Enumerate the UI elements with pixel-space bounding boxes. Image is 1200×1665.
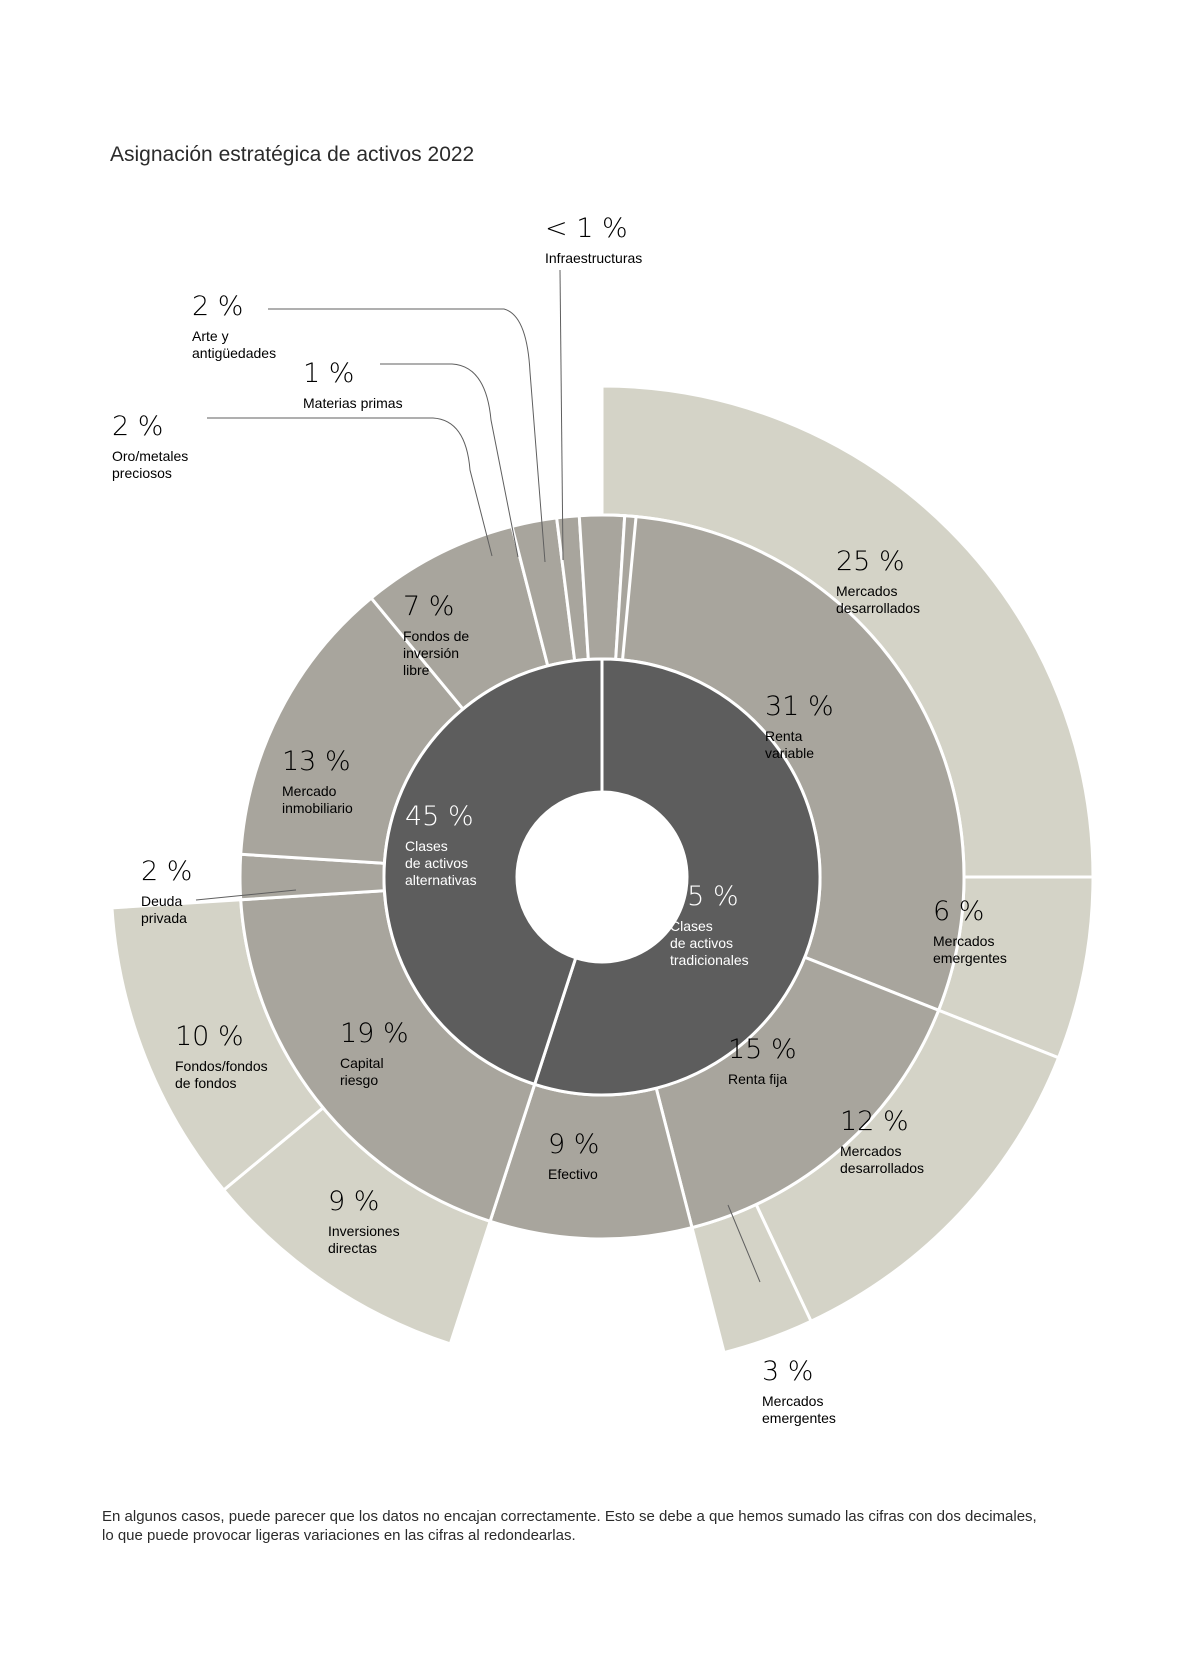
- category-label-fi-2: inversión: [403, 645, 459, 661]
- leader-line-rf_me: [727, 1204, 761, 1283]
- category-label-rv-2: variable: [765, 745, 814, 761]
- pct-label-rf_me: 3 %: [762, 1356, 813, 1387]
- pct-label-rv_md: 25 %: [836, 546, 905, 577]
- footnote-line-1: En algunos casos, puede parecer que los …: [102, 1508, 1037, 1525]
- category-label-cr_id-1: Inversiones: [328, 1223, 400, 1239]
- pct-label-ef: 9 %: [548, 1129, 599, 1160]
- footnote: En algunos casos, puede parecer que los …: [102, 1507, 1102, 1545]
- category-label-om-2: preciosos: [112, 465, 172, 481]
- leader-line-om: [207, 417, 493, 557]
- category-label-rv-1: Renta: [765, 728, 803, 744]
- category-label-cr_ff-1: Fondos/fondos: [175, 1058, 268, 1074]
- category-label-ef-1: Efectivo: [548, 1166, 598, 1182]
- category-label-cr-2: riesgo: [340, 1072, 378, 1088]
- category-label-fi-1: Fondos de: [403, 628, 469, 644]
- category-label-alt-1: Clases: [405, 838, 448, 854]
- category-label-cr_ff-2: de fondos: [175, 1075, 237, 1091]
- leader-line-dp: [195, 889, 297, 901]
- category-label-om-1: Oro/metales: [112, 448, 188, 464]
- category-label-rf_me-2: emergentes: [762, 1410, 836, 1426]
- category-label-rf_md-1: Mercados: [840, 1143, 901, 1159]
- footnote-line-2: lo que puede provocar ligeras variacione…: [102, 1527, 576, 1544]
- category-label-mi-2: inmobiliario: [282, 800, 353, 816]
- category-label-rf_md-2: desarrollados: [840, 1160, 924, 1176]
- pct-label-aa: 2 %: [192, 291, 243, 322]
- category-label-aa-1: Arte y: [192, 328, 229, 344]
- category-label-cr-1: Capital: [340, 1055, 384, 1071]
- pct-label-alt: 45 %: [405, 801, 474, 832]
- category-label-cr_id-2: directas: [328, 1240, 377, 1256]
- category-label-rf_me-1: Mercados: [762, 1393, 823, 1409]
- category-label-mp-1: Materias primas: [303, 395, 403, 411]
- category-label-rf-1: Renta fija: [728, 1071, 787, 1087]
- category-label-mi-1: Mercado: [282, 783, 337, 799]
- chart-title: Asignación estratégica de activos 2022: [110, 143, 475, 166]
- category-label-in-1: Infraestructuras: [545, 250, 642, 266]
- chart-segments: [110, 384, 1095, 1355]
- segment-trad: [532, 657, 822, 1097]
- pct-label-trad: 55 %: [670, 881, 739, 912]
- category-label-alt-2: de activos: [405, 855, 468, 871]
- pct-label-fi: 7 %: [403, 591, 454, 622]
- pct-label-mp: 1 %: [303, 358, 354, 389]
- category-label-fi-3: libre: [403, 662, 430, 678]
- pct-label-rv: 31 %: [765, 691, 834, 722]
- chart-leader-lines: [195, 269, 761, 1283]
- category-label-alt-3: alternativas: [405, 872, 477, 888]
- pct-label-in: < 1 %: [545, 213, 628, 244]
- pct-label-rf: 15 %: [728, 1034, 797, 1065]
- category-label-trad-3: tradicionales: [670, 952, 749, 968]
- pct-label-cr_ff: 10 %: [175, 1021, 244, 1052]
- category-label-aa-2: antigüedades: [192, 345, 276, 361]
- pct-label-om: 2 %: [112, 411, 163, 442]
- category-label-dp-1: Deuda: [141, 893, 182, 909]
- pct-label-rf_md: 12 %: [840, 1106, 909, 1137]
- leader-line-in: [559, 269, 564, 561]
- leader-line-mp: [380, 363, 519, 558]
- pct-label-rv_me: 6 %: [933, 896, 984, 927]
- leader-line-aa: [268, 308, 546, 563]
- category-label-rv_md-1: Mercados: [836, 583, 897, 599]
- category-label-trad-2: de activos: [670, 935, 733, 951]
- pct-label-cr_id: 9 %: [328, 1186, 379, 1217]
- category-label-trad-1: Clases: [670, 918, 713, 934]
- pct-label-mi: 13 %: [282, 746, 351, 777]
- category-label-rv_md-2: desarrollados: [836, 600, 920, 616]
- category-label-rv_me-2: emergentes: [933, 950, 1007, 966]
- category-label-rv_me-1: Mercados: [933, 933, 994, 949]
- pct-label-cr: 19 %: [340, 1018, 409, 1049]
- category-label-dp-2: privada: [141, 910, 187, 926]
- segment-alt: [382, 657, 604, 1087]
- pct-label-dp: 2 %: [141, 856, 192, 887]
